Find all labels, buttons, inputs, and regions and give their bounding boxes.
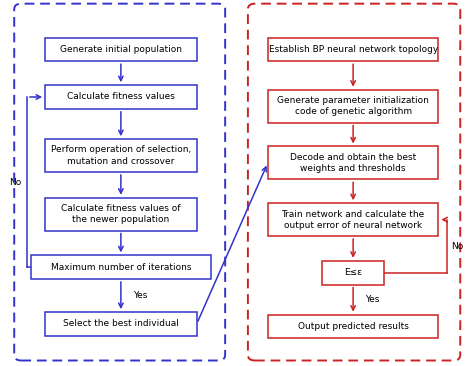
FancyBboxPatch shape [268, 146, 438, 179]
FancyBboxPatch shape [31, 255, 211, 279]
Text: Yes: Yes [133, 291, 147, 300]
FancyBboxPatch shape [45, 139, 197, 172]
Text: Calculate fitness values: Calculate fitness values [67, 93, 175, 101]
FancyBboxPatch shape [45, 85, 197, 109]
FancyBboxPatch shape [45, 312, 197, 336]
Text: Generate parameter initialization
code of genetic algorithm: Generate parameter initialization code o… [277, 96, 429, 116]
Text: Establish BP neural network topology: Establish BP neural network topology [268, 45, 438, 54]
FancyBboxPatch shape [45, 37, 197, 61]
Text: Calculate fitness values of
the newer population: Calculate fitness values of the newer po… [61, 204, 181, 224]
Text: Output predicted results: Output predicted results [298, 322, 409, 331]
Text: No: No [9, 178, 21, 187]
Text: Yes: Yes [365, 295, 379, 304]
Text: Decode and obtain the best
weights and thresholds: Decode and obtain the best weights and t… [290, 153, 416, 173]
FancyBboxPatch shape [45, 198, 197, 231]
Text: Train network and calculate the
output error of neural network: Train network and calculate the output e… [282, 210, 425, 229]
Text: E≤ε: E≤ε [344, 268, 362, 277]
Text: Generate initial population: Generate initial population [60, 45, 182, 54]
Text: Perform operation of selection,
mutation and crossover: Perform operation of selection, mutation… [51, 146, 191, 165]
FancyBboxPatch shape [268, 314, 438, 338]
FancyBboxPatch shape [322, 261, 384, 285]
Text: Maximum number of iterations: Maximum number of iterations [51, 263, 191, 272]
FancyBboxPatch shape [268, 203, 438, 236]
Text: Select the best individual: Select the best individual [63, 320, 179, 328]
FancyBboxPatch shape [268, 37, 438, 61]
Text: No: No [451, 242, 464, 251]
FancyBboxPatch shape [268, 90, 438, 123]
